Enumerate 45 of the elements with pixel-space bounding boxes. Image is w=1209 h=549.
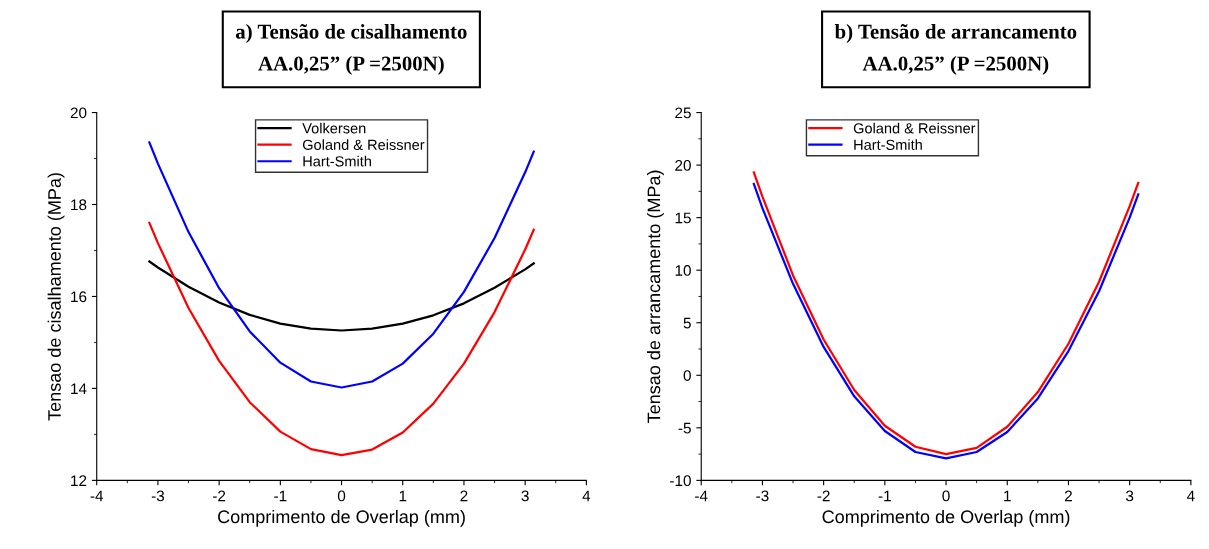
y-tick-label: 14 — [71, 383, 87, 394]
y-tick-label: 5 — [683, 317, 691, 329]
legend-label: Hart-Smith — [303, 155, 371, 167]
y-tick-label: 25 — [675, 107, 691, 119]
y-tick-label: 16 — [71, 291, 87, 303]
x-tick-label: -2 — [213, 490, 226, 502]
x-tick-label: -4 — [695, 490, 708, 502]
x-tick-label: 3 — [1125, 490, 1134, 502]
y-axis-title: Tensao de arrancamento (MPa) — [647, 170, 664, 423]
y-tick-label: 18 — [71, 199, 87, 211]
x-tick-label: 2 — [1064, 490, 1072, 502]
y-tick-label: 10 — [675, 265, 691, 276]
chart-title: a) Tensão de cisalhamento AA.0,25” (P =2500N) — [235, 23, 467, 75]
x-tick-label: -3 — [151, 490, 165, 502]
y-tick-label: -5 — [678, 422, 691, 434]
x-tick-label: 4 — [582, 490, 591, 502]
y-tick-label: 20 — [675, 159, 691, 171]
x-tick-label: 2 — [460, 490, 468, 502]
x-axis-title: Comprimento de Overlap (mm) — [218, 509, 465, 527]
x-tick-label: -2 — [817, 490, 830, 502]
x-tick-label: -4 — [90, 490, 104, 502]
legend-label: Hart-Smith — [854, 139, 922, 150]
y-tick-label: 12 — [71, 475, 87, 486]
legend-label: Volkersen — [302, 122, 366, 134]
x-tick-label: 0 — [942, 490, 950, 502]
y-tick-label: 0 — [683, 370, 691, 381]
chart-title: b) Tensão de arrancamento AA.0,25” (P =2500N) — [834, 23, 1077, 75]
legend-label: Goland & Reissner — [853, 122, 976, 134]
y-tick-label: -10 — [670, 475, 691, 487]
x-tick-label: -1 — [274, 490, 287, 502]
x-tick-label: -3 — [756, 490, 769, 502]
line-series — [148, 221, 535, 457]
y-tick-label: 20 — [70, 107, 87, 119]
x-tick-label: 1 — [1004, 490, 1011, 502]
line-series — [148, 260, 535, 332]
y-tick-label: 15 — [675, 212, 691, 224]
x-axis-title: Comprimento de Overlap (mm) — [822, 509, 1070, 527]
legend-label: Goland & Reissner — [302, 139, 425, 150]
y-axis-title: Tensao de cisalhamento (MPa) — [47, 173, 65, 421]
line-series — [148, 141, 535, 389]
x-tick-label: 3 — [521, 490, 529, 502]
x-tick-label: 4 — [1186, 490, 1195, 502]
x-tick-label: -1 — [878, 490, 891, 502]
x-tick-label: 1 — [399, 490, 407, 502]
x-tick-label: 0 — [337, 490, 346, 502]
